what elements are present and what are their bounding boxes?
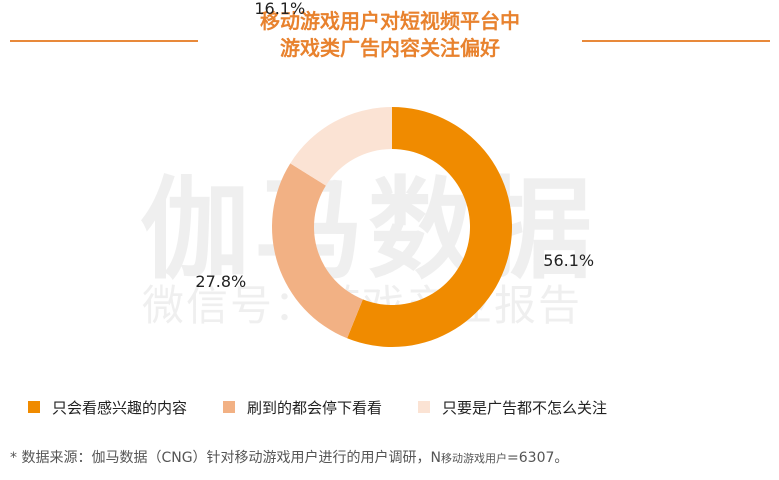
legend-swatch-1 bbox=[28, 401, 40, 413]
legend-item-2: 刷到的都会停下看看 bbox=[223, 397, 382, 418]
legend-label-3: 只要是广告都不怎么关注 bbox=[442, 398, 608, 417]
donut-chart: 56.1% 27.8% 16.1% bbox=[195, 0, 594, 347]
legend-label-2: 刷到的都会停下看看 bbox=[247, 398, 383, 417]
donut-label-3: 16.1% bbox=[254, 0, 305, 18]
chart-title: 移动游戏用户对短视频平台中 游戏类广告内容关注偏好 bbox=[205, 8, 575, 62]
chart-title-line2: 游戏类广告内容关注偏好 bbox=[280, 36, 500, 60]
legend-swatch-2 bbox=[223, 401, 236, 413]
donut-slice-2 bbox=[272, 163, 363, 339]
chart-header: 移动游戏用户对短视频平台中 游戏类广告内容关注偏好 bbox=[0, 8, 779, 70]
legend-item-1: 只会看感兴趣的内容 bbox=[28, 397, 187, 418]
footnote-subscript: 移动游戏用户 bbox=[441, 452, 508, 465]
donut-label-2: 27.8% bbox=[195, 272, 246, 291]
title-rule-left bbox=[10, 40, 198, 42]
chart-title-line1: 移动游戏用户对短视频平台中 bbox=[260, 9, 520, 33]
footnote-suffix: =6307。 bbox=[507, 450, 569, 466]
footnote: * 数据来源：伽马数据（CNG）针对移动游戏用户进行的用户调研，N移动游戏用户=… bbox=[10, 447, 568, 467]
donut-label-1: 56.1% bbox=[543, 251, 594, 270]
footnote-prefix: * 数据来源：伽马数据（CNG）针对移动游戏用户进行的用户调研，N bbox=[10, 450, 442, 466]
legend-label-1: 只会看感兴趣的内容 bbox=[52, 398, 188, 417]
chart-legend: 只会看感兴趣的内容 刷到的都会停下看看 只要是广告都不怎么关注 bbox=[28, 395, 768, 419]
title-rule-right bbox=[582, 40, 770, 42]
donut-slice-1 bbox=[347, 107, 512, 347]
legend-swatch-3 bbox=[418, 401, 431, 413]
donut-slice-3 bbox=[290, 107, 392, 186]
legend-item-3: 只要是广告都不怎么关注 bbox=[418, 397, 607, 418]
